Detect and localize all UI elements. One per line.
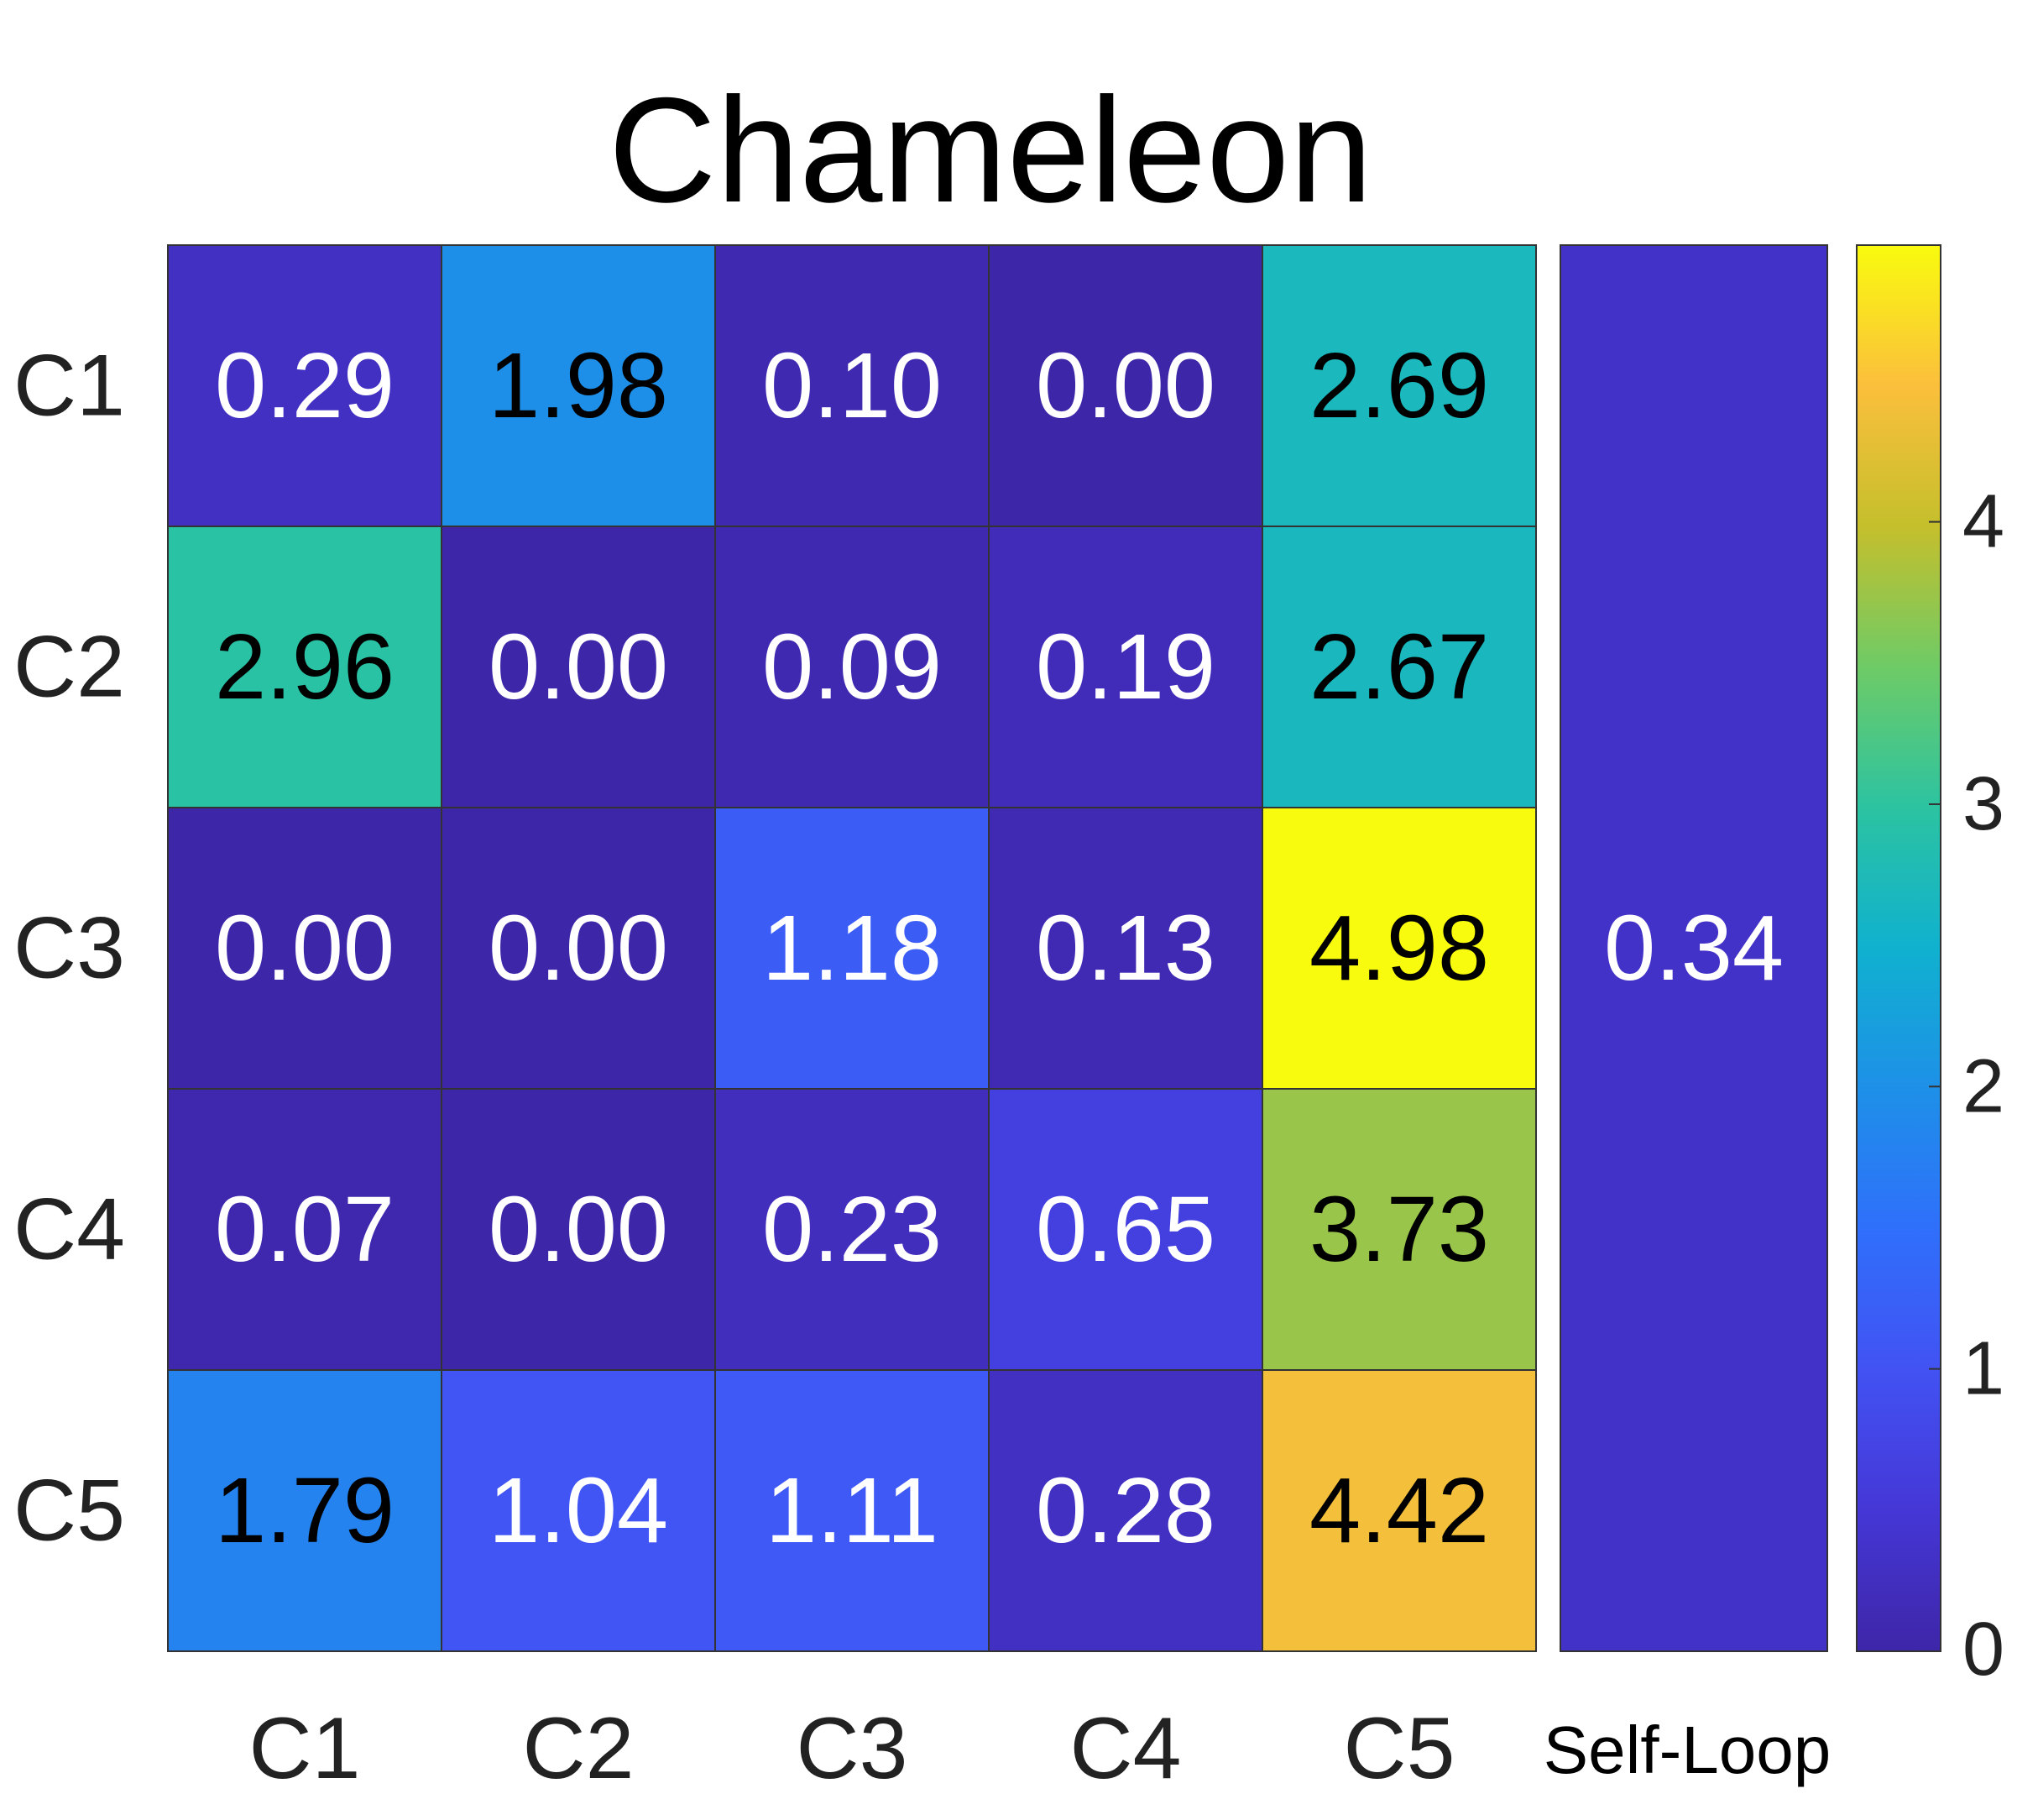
heatmap-cell-C2-C5 bbox=[1262, 526, 1537, 808]
cell-value-C4-C2: 0.00 bbox=[489, 1178, 668, 1281]
heatmap-cell-C2-C1 bbox=[167, 526, 442, 808]
cell-value-C2-C4: 0.19 bbox=[1036, 615, 1215, 719]
column-labels: C1 C2 C3 C4 C5 bbox=[249, 1700, 1455, 1797]
cell-value-C1-C1: 0.29 bbox=[215, 334, 395, 437]
colorbar-tick-label-4: 4 bbox=[1962, 480, 2004, 564]
colorbar-tick-label-3: 3 bbox=[1962, 762, 2004, 846]
heatmap-cell-C1-C1 bbox=[167, 244, 442, 527]
heatmap-cell-C2-C3 bbox=[714, 526, 990, 808]
cell-value-C3-C1: 0.00 bbox=[215, 897, 395, 1000]
heatmap-cell-C5-C5 bbox=[1262, 1369, 1537, 1652]
heatmap-cell-C3-C2 bbox=[441, 807, 716, 1090]
cell-value-C4-C4: 0.65 bbox=[1036, 1178, 1215, 1281]
cell-value-C4-C1: 0.07 bbox=[215, 1178, 395, 1281]
cell-value-C3-C2: 0.00 bbox=[489, 897, 668, 1000]
col-label-C2: C2 bbox=[523, 1700, 635, 1797]
row-labels: C1 C2 C3 C4 C5 bbox=[13, 337, 125, 1560]
cell-value-C5-C4: 0.28 bbox=[1036, 1459, 1215, 1562]
cell-value-C2-C3: 0.09 bbox=[762, 615, 942, 719]
row-label-C2: C2 bbox=[13, 619, 125, 716]
heatmap-cell-C1-C2 bbox=[441, 244, 716, 527]
heatmap-cell-C5-C3 bbox=[714, 1369, 990, 1652]
cell-value-C1-C5: 2.69 bbox=[1309, 334, 1489, 437]
heatmap-cell-C5-C2 bbox=[441, 1369, 716, 1652]
col-label-C1: C1 bbox=[249, 1700, 361, 1797]
row-label-C4: C4 bbox=[13, 1181, 125, 1279]
self-loop-cell bbox=[1560, 244, 1828, 1652]
heatmap-cell-C5-C1 bbox=[167, 1369, 442, 1652]
cell-value-C4-C5: 3.73 bbox=[1309, 1178, 1489, 1281]
heatmap-cell-C4-C2 bbox=[441, 1088, 716, 1371]
cell-value-C3-C5: 4.98 bbox=[1309, 897, 1489, 1000]
cell-value-C5-C5: 4.42 bbox=[1309, 1459, 1489, 1562]
heatmap-grid: 0.29 1.98 0.10 0.00 2.69 2.96 0.00 0.09 0.19 2.67… bbox=[167, 244, 1537, 1652]
cell-value-C5-C1: 1.79 bbox=[215, 1459, 395, 1562]
cell-value-C1-C4: 0.00 bbox=[1036, 334, 1215, 437]
colorbar-gradient bbox=[1856, 244, 1941, 1652]
cell-value-C2-C1: 2.96 bbox=[215, 615, 395, 719]
heatmap-cell-C1-C3 bbox=[714, 244, 990, 527]
self-loop-column: 0.34 Self-Loop bbox=[1544, 244, 1831, 1787]
cell-value-C2-C5: 2.67 bbox=[1309, 615, 1489, 719]
heatmap-cell-C1-C5 bbox=[1262, 244, 1537, 527]
cell-value-C5-C3: 1.11 bbox=[766, 1459, 938, 1562]
col-label-C4: C4 bbox=[1070, 1700, 1182, 1797]
colorbar: 0 1 2 3 4 bbox=[1856, 244, 2004, 1692]
self-loop-value: 0.34 bbox=[1604, 897, 1784, 1000]
cell-value-C3-C3: 1.18 bbox=[762, 897, 942, 1000]
colorbar-tick-label-0: 0 bbox=[1962, 1608, 2004, 1692]
heatmap-cell-C4-C3 bbox=[714, 1088, 990, 1371]
row-label-C3: C3 bbox=[13, 900, 125, 997]
cell-value-C1-C2: 1.98 bbox=[489, 334, 668, 437]
col-label-C3: C3 bbox=[797, 1700, 908, 1797]
row-label-C1: C1 bbox=[13, 337, 125, 435]
heatmap-cell-C4-C1 bbox=[167, 1088, 442, 1371]
heatmap-cell-C3-C5 bbox=[1262, 807, 1537, 1090]
chart-title: Chameleon bbox=[609, 66, 1372, 233]
heatmap-cell-C3-C4 bbox=[988, 807, 1263, 1090]
colorbar-tick-label-1: 1 bbox=[1962, 1327, 2004, 1411]
cell-value-C4-C3: 0.23 bbox=[762, 1178, 942, 1281]
heatmap-cell-C1-C4 bbox=[988, 244, 1263, 527]
col-label-C5: C5 bbox=[1344, 1700, 1455, 1797]
row-label-C5: C5 bbox=[13, 1462, 125, 1560]
heatmap-cell-C2-C2 bbox=[441, 526, 716, 808]
cell-value-C5-C2: 1.04 bbox=[489, 1459, 668, 1562]
self-loop-label: Self-Loop bbox=[1544, 1713, 1831, 1787]
heatmap-cell-C4-C4 bbox=[988, 1088, 1263, 1371]
colorbar-tick-label-2: 2 bbox=[1962, 1044, 2004, 1128]
cell-value-C1-C3: 0.10 bbox=[762, 334, 942, 437]
cell-value-C2-C2: 0.00 bbox=[489, 615, 668, 719]
cell-value-C3-C4: 0.13 bbox=[1036, 897, 1215, 1000]
heatmap-cell-C4-C5 bbox=[1262, 1088, 1537, 1371]
heatmap-cell-C3-C3 bbox=[714, 807, 990, 1090]
